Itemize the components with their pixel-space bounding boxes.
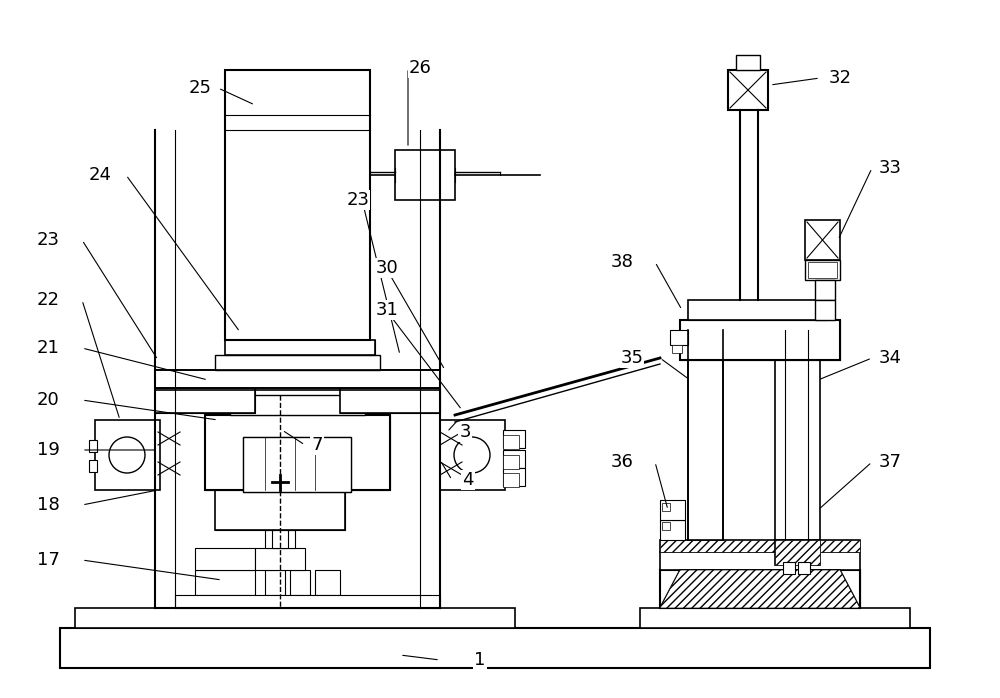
Text: 30: 30 [376,259,398,277]
Bar [243,437,351,492]
Bar [503,450,525,468]
Bar [315,570,340,595]
Text: 33: 33 [879,159,902,177]
Text: 35: 35 [620,349,644,367]
Text: 25: 25 [188,79,212,97]
Text: 20: 20 [37,391,59,409]
Bar [672,345,682,353]
Bar [783,562,795,574]
Bar [640,608,910,628]
Text: 1: 1 [474,651,486,669]
Text: 37: 37 [879,453,902,471]
Bar [155,388,255,413]
Text: 23: 23 [347,191,370,209]
Bar [736,55,760,70]
Bar [688,300,828,320]
Bar [440,420,505,490]
Bar [503,455,519,469]
Bar [680,320,840,360]
Bar [255,548,305,570]
Bar [688,330,723,540]
Bar [808,262,837,278]
Bar [662,503,670,511]
Text: 31: 31 [376,301,398,319]
Bar [662,522,670,530]
Bar [660,540,860,552]
Bar [660,552,860,570]
Bar [503,468,525,486]
Text: 32: 32 [828,69,852,87]
Polygon shape [660,570,860,608]
Bar [155,370,440,388]
Text: 21: 21 [37,339,59,357]
Bar [225,70,370,340]
Bar [175,595,440,608]
Bar [660,540,860,552]
Text: 22: 22 [36,291,60,309]
Bar [290,570,310,595]
Bar [265,570,285,595]
Bar [243,437,351,492]
Bar [60,628,930,668]
Bar [205,415,390,490]
Bar [175,595,440,608]
Bar [805,260,840,280]
Bar [395,150,455,200]
Bar [340,388,440,413]
Bar [670,330,688,345]
Bar [155,388,255,413]
Bar [660,570,860,608]
Bar [205,415,390,490]
Text: 4: 4 [462,471,474,489]
Bar [340,388,440,413]
Bar [215,355,380,370]
Text: 36: 36 [611,453,633,471]
Text: 38: 38 [611,253,633,271]
Text: 3: 3 [459,423,471,441]
Text: 7: 7 [311,436,323,454]
Bar [95,420,160,490]
Bar [195,570,255,595]
Text: 17: 17 [37,551,59,569]
Bar [230,395,365,415]
Bar [815,280,835,300]
Bar [195,548,255,570]
Bar [660,570,860,608]
Text: 34: 34 [879,349,902,367]
Text: 19: 19 [37,441,59,459]
Bar [503,473,519,487]
Text: 23: 23 [36,231,60,249]
Bar [680,320,840,360]
Polygon shape [660,570,860,608]
Bar [815,300,835,320]
Bar [215,490,345,530]
Bar [89,460,97,472]
Bar [688,300,828,320]
Bar [225,340,375,355]
Bar [775,540,820,565]
Text: 24: 24 [88,166,112,184]
Bar [225,340,375,355]
Bar [503,430,525,448]
Bar [728,70,768,110]
Bar [660,520,685,540]
Bar [272,530,288,548]
Bar [775,540,820,565]
Bar [805,220,840,260]
Bar [215,490,345,530]
Bar [503,435,519,449]
Bar [265,530,295,548]
Bar [75,608,515,628]
Text: 26: 26 [409,59,431,77]
Bar [798,562,810,574]
Bar [60,628,930,668]
Bar [775,330,820,540]
Bar [660,500,685,520]
Text: 18: 18 [37,496,59,514]
Bar [89,440,97,452]
